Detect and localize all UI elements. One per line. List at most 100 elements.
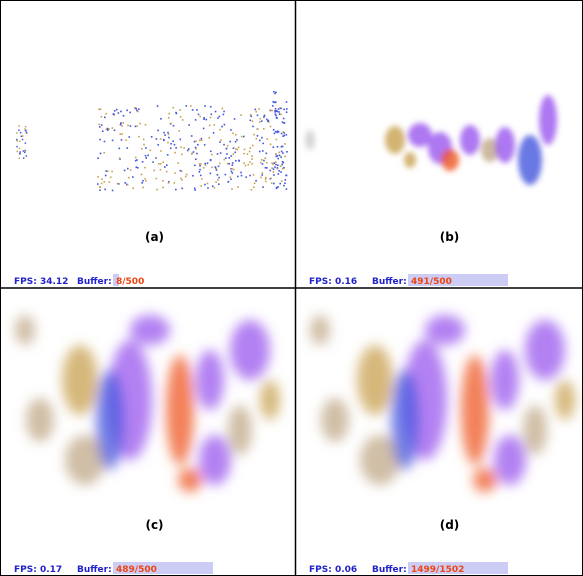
particle (208, 137, 210, 139)
particle (172, 107, 174, 109)
particle (143, 139, 145, 141)
particle (214, 187, 216, 189)
particle (136, 110, 138, 112)
particle (26, 155, 28, 157)
particle (168, 137, 170, 139)
particle (280, 114, 282, 116)
blob (385, 126, 405, 154)
particle (143, 144, 145, 146)
particle (256, 138, 258, 140)
particle (113, 113, 115, 115)
particle (286, 111, 288, 113)
particle (20, 132, 22, 134)
particle (127, 125, 129, 127)
particle (136, 125, 138, 127)
particle (204, 163, 206, 165)
particle (272, 105, 274, 107)
particle (207, 162, 209, 164)
blob (473, 468, 497, 492)
buffer-value: 491/500 (411, 277, 452, 287)
particle (136, 166, 138, 168)
particle (104, 189, 106, 191)
particle (107, 128, 109, 130)
particle (167, 142, 169, 144)
particle (200, 185, 202, 187)
particle (271, 182, 273, 184)
particle (98, 124, 100, 126)
particle (153, 170, 155, 172)
particle (216, 169, 218, 171)
particle (127, 168, 129, 170)
particle (278, 111, 280, 113)
particle (105, 170, 107, 172)
particle (114, 129, 116, 131)
particle (118, 112, 120, 114)
particle (23, 150, 25, 152)
blob (130, 315, 170, 345)
particle (142, 161, 144, 163)
particle (230, 129, 232, 131)
particle (233, 147, 235, 149)
particle (168, 117, 170, 119)
particle (251, 189, 253, 191)
particle (275, 101, 277, 103)
particle (223, 111, 225, 113)
volume-render (15, 315, 280, 492)
particle (192, 109, 194, 111)
particle (270, 178, 272, 180)
particle (194, 165, 196, 167)
particle (196, 153, 198, 155)
particle (283, 185, 285, 187)
particle (212, 185, 214, 187)
particle (259, 151, 261, 153)
particle (126, 147, 128, 149)
particle (19, 157, 21, 159)
particle (217, 179, 219, 181)
particle (251, 163, 253, 165)
particle (204, 184, 206, 186)
particle (100, 187, 102, 189)
particle (209, 125, 211, 127)
particle (186, 174, 188, 176)
blob (525, 320, 565, 380)
particle (281, 133, 283, 135)
particle (23, 157, 25, 159)
particle (269, 170, 271, 172)
blob (518, 135, 542, 185)
particle (130, 169, 132, 171)
blob (408, 123, 432, 147)
particle (24, 128, 26, 130)
fps-readout: FPS: 0.06 (309, 565, 357, 575)
particle (175, 189, 177, 191)
particle (272, 101, 274, 103)
particle (243, 153, 245, 155)
particle (271, 162, 273, 164)
particle (104, 141, 106, 143)
particle (104, 117, 106, 119)
particle (232, 162, 234, 164)
panel-label: (d) (440, 518, 460, 532)
particle (126, 110, 128, 112)
particle (281, 151, 283, 153)
particle (103, 152, 105, 154)
blob (310, 315, 330, 345)
particle (281, 164, 283, 166)
particle (174, 152, 176, 154)
particle (279, 155, 281, 157)
particle (180, 116, 182, 118)
buffer-label: Buffer: (372, 277, 407, 287)
particle (190, 105, 192, 107)
particle (164, 166, 166, 168)
particle (151, 136, 153, 138)
particle (19, 148, 21, 150)
particle (204, 144, 206, 146)
particle (227, 181, 229, 183)
particle (215, 181, 217, 183)
particle (97, 157, 99, 159)
fps-readout: FPS: 0.16 (309, 277, 357, 287)
particle (245, 165, 247, 167)
blob (357, 345, 393, 415)
particles (16, 91, 288, 191)
particle (150, 149, 152, 151)
particle (280, 171, 282, 173)
